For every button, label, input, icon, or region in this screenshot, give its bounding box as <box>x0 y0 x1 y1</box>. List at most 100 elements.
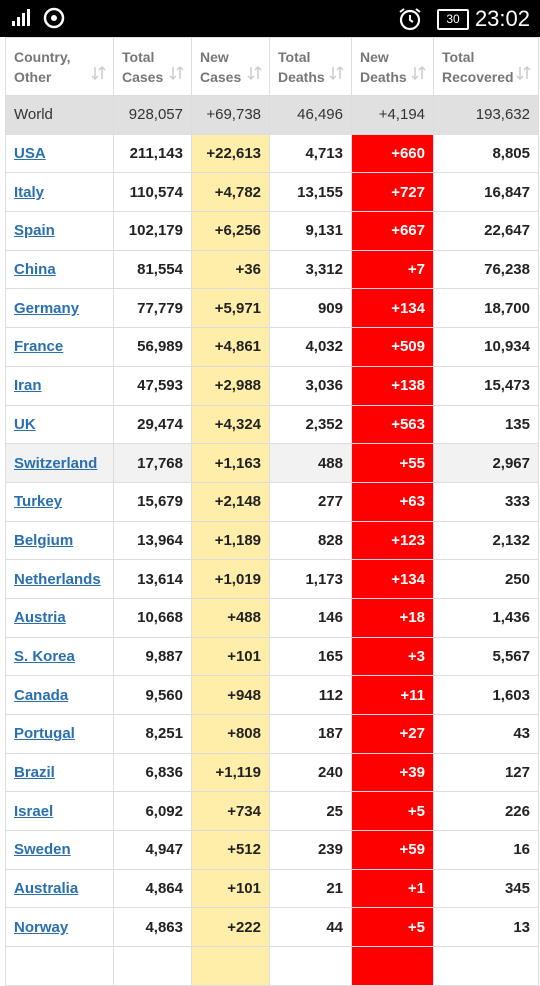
country-link[interactable]: Brazil <box>14 764 55 782</box>
country-link[interactable]: Switzerland <box>14 454 98 472</box>
cell-text: 240 <box>317 764 343 782</box>
country-link[interactable]: Germany <box>14 299 80 317</box>
cell-text: 6,092 <box>145 802 183 820</box>
country-link[interactable]: Turkey <box>14 493 63 511</box>
cell <box>191 946 270 986</box>
cell-text: +6,256 <box>214 222 261 240</box>
cell: +63 <box>351 481 434 522</box>
cell: +123 <box>351 520 434 561</box>
country-link[interactable]: USA <box>14 145 46 163</box>
cell: World <box>5 95 114 135</box>
cell: +808 <box>191 714 270 754</box>
column-header[interactable]: Total Cases <box>113 37 192 96</box>
cell: 488 <box>269 443 352 483</box>
cell: +6,256 <box>191 211 270 251</box>
cell-text: +1,163 <box>214 454 261 472</box>
cell: Norway <box>5 907 114 948</box>
cell-text: +512 <box>227 841 261 859</box>
clock: 23:02 <box>474 6 530 31</box>
cell-text: 81,554 <box>137 261 183 279</box>
cell: +4,194 <box>351 95 434 135</box>
cell-text: 4,713 <box>305 145 343 163</box>
country-link[interactable]: Australia <box>14 880 79 898</box>
sort-icon[interactable] <box>411 65 427 81</box>
column-header[interactable]: New Deaths <box>351 37 434 96</box>
country-link[interactable]: UK <box>14 415 36 433</box>
cell: 2,352 <box>269 404 352 445</box>
cell-text: +101 <box>227 880 261 898</box>
country-link[interactable]: France <box>14 338 64 356</box>
cell: 13,614 <box>113 559 192 599</box>
sort-icon[interactable] <box>247 65 263 81</box>
cell-text: +27 <box>399 725 425 743</box>
table-row: World 928,057 +69,738 46,496 +4,194 193,632 <box>5 95 539 135</box>
table-row: Belgium 13,964 +1,189 828 +123 2,132 <box>5 520 539 561</box>
sort-icon[interactable] <box>516 65 532 81</box>
cell: 102,179 <box>113 211 192 251</box>
column-header[interactable]: Total Deaths <box>269 37 352 96</box>
cell: +39 <box>351 752 434 793</box>
cell-text: +222 <box>227 918 261 936</box>
table-row: Canada 9,560 +948 112 +11 1,603 <box>5 675 539 715</box>
cell-text: 226 <box>504 802 530 820</box>
sort-icon[interactable] <box>91 65 107 81</box>
header-line: Deaths <box>360 68 407 85</box>
cell-text: 239 <box>317 841 343 859</box>
cell: 909 <box>269 288 352 329</box>
cell-text: +5,971 <box>214 299 261 317</box>
cell: +7 <box>351 249 434 290</box>
country-link[interactable]: Canada <box>14 686 69 704</box>
cell: +134 <box>351 288 434 329</box>
country-link[interactable]: Portugal <box>14 725 75 743</box>
cell: +101 <box>191 636 270 677</box>
cell-text: 928,057 <box>128 106 183 124</box>
cell: 29,474 <box>113 404 192 445</box>
cell-text: +134 <box>391 299 425 317</box>
cell: 4,947 <box>113 830 192 870</box>
cell-text: 4,032 <box>305 338 343 356</box>
header-line: Total <box>278 48 311 65</box>
cell-text: +948 <box>227 686 261 704</box>
country-link[interactable]: S. Korea <box>14 647 75 665</box>
table-row: Spain 102,179 +6,256 9,131 +667 22,647 <box>5 211 539 251</box>
country-link[interactable]: Netherlands <box>14 570 101 588</box>
cell-text: 16 <box>513 841 530 859</box>
cell: 4,713 <box>269 133 352 174</box>
sort-icon[interactable] <box>169 65 185 81</box>
cell-text: 1,173 <box>305 570 343 588</box>
cell-text: 828 <box>317 531 343 549</box>
country-link[interactable]: Norway <box>14 918 69 936</box>
cell: +138 <box>351 365 434 406</box>
country-link[interactable]: China <box>14 261 56 279</box>
cell: +3 <box>351 636 434 677</box>
cell-text: 277 <box>317 493 343 511</box>
cell: 240 <box>269 752 352 793</box>
cell <box>433 946 539 986</box>
cell: 239 <box>269 830 352 870</box>
column-header[interactable]: New Cases <box>191 37 270 96</box>
cell-text: +69,738 <box>206 106 261 124</box>
cell: 135 <box>433 404 539 445</box>
cell-text: +7 <box>407 261 425 279</box>
country-link[interactable]: Italy <box>14 183 45 201</box>
column-header[interactable]: Country, Other <box>5 37 114 96</box>
country-link[interactable]: Sweden <box>14 841 71 859</box>
country-link[interactable]: Israel <box>14 802 54 820</box>
cell: 828 <box>269 520 352 561</box>
column-header[interactable]: Total Recovered <box>433 37 539 96</box>
cell-text: +1,119 <box>215 764 261 782</box>
country-link[interactable]: Iran <box>14 377 42 395</box>
cell-text: +1,189 <box>214 531 261 549</box>
country-link[interactable]: Austria <box>14 609 66 627</box>
table-row: France 56,989 +4,861 4,032 +509 10,934 <box>5 327 539 367</box>
cell: 18,700 <box>433 288 539 329</box>
country-link[interactable]: Belgium <box>14 531 74 549</box>
country-link[interactable]: Spain <box>14 222 55 240</box>
cell-text: 77,779 <box>137 299 183 317</box>
cell-text: +101 <box>227 647 261 665</box>
cell: 13 <box>433 907 539 948</box>
cell: 25 <box>269 791 352 832</box>
cell: +59 <box>351 830 434 870</box>
sort-icon[interactable] <box>329 65 345 81</box>
cell: 4,864 <box>113 868 192 909</box>
